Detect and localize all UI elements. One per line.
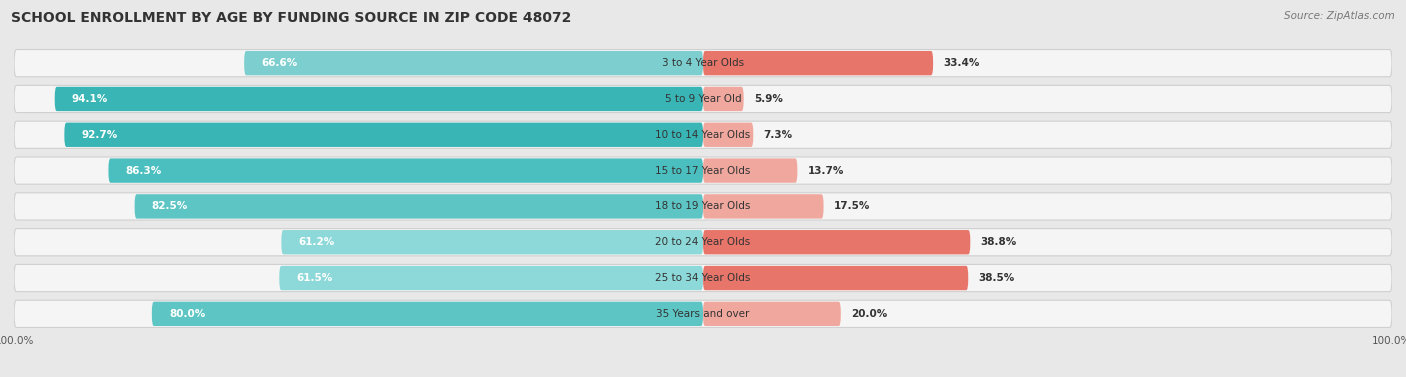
Text: 5.9%: 5.9%	[754, 94, 783, 104]
Text: 3 to 4 Year Olds: 3 to 4 Year Olds	[662, 58, 744, 68]
Text: 18 to 19 Year Olds: 18 to 19 Year Olds	[655, 201, 751, 211]
Text: 94.1%: 94.1%	[72, 94, 108, 104]
Text: 10 to 14 Year Olds: 10 to 14 Year Olds	[655, 130, 751, 140]
FancyBboxPatch shape	[14, 228, 1392, 256]
FancyBboxPatch shape	[280, 266, 703, 290]
Text: 25 to 34 Year Olds: 25 to 34 Year Olds	[655, 273, 751, 283]
Text: 20 to 24 Year Olds: 20 to 24 Year Olds	[655, 237, 751, 247]
Text: 17.5%: 17.5%	[834, 201, 870, 211]
Text: 13.7%: 13.7%	[807, 166, 844, 176]
Text: 86.3%: 86.3%	[125, 166, 162, 176]
FancyBboxPatch shape	[14, 193, 1392, 220]
FancyBboxPatch shape	[703, 123, 754, 147]
Text: 38.5%: 38.5%	[979, 273, 1015, 283]
Text: Source: ZipAtlas.com: Source: ZipAtlas.com	[1284, 11, 1395, 21]
Text: 66.6%: 66.6%	[262, 58, 298, 68]
FancyBboxPatch shape	[245, 51, 703, 75]
FancyBboxPatch shape	[152, 302, 703, 326]
FancyBboxPatch shape	[703, 266, 969, 290]
FancyBboxPatch shape	[703, 51, 934, 75]
FancyBboxPatch shape	[703, 194, 824, 219]
FancyBboxPatch shape	[14, 157, 1392, 184]
Text: 35 Years and over: 35 Years and over	[657, 309, 749, 319]
Text: 80.0%: 80.0%	[169, 309, 205, 319]
Text: 61.2%: 61.2%	[298, 237, 335, 247]
FancyBboxPatch shape	[703, 158, 797, 183]
FancyBboxPatch shape	[14, 49, 1392, 77]
FancyBboxPatch shape	[703, 230, 970, 254]
FancyBboxPatch shape	[281, 230, 703, 254]
Text: 15 to 17 Year Olds: 15 to 17 Year Olds	[655, 166, 751, 176]
Text: 5 to 9 Year Old: 5 to 9 Year Old	[665, 94, 741, 104]
Text: SCHOOL ENROLLMENT BY AGE BY FUNDING SOURCE IN ZIP CODE 48072: SCHOOL ENROLLMENT BY AGE BY FUNDING SOUR…	[11, 11, 572, 25]
FancyBboxPatch shape	[65, 123, 703, 147]
FancyBboxPatch shape	[703, 302, 841, 326]
FancyBboxPatch shape	[14, 121, 1392, 149]
FancyBboxPatch shape	[14, 300, 1392, 328]
Text: 92.7%: 92.7%	[82, 130, 118, 140]
Text: 38.8%: 38.8%	[980, 237, 1017, 247]
FancyBboxPatch shape	[703, 87, 744, 111]
Text: 82.5%: 82.5%	[152, 201, 188, 211]
Text: 33.4%: 33.4%	[943, 58, 980, 68]
Text: 7.3%: 7.3%	[763, 130, 793, 140]
FancyBboxPatch shape	[135, 194, 703, 219]
FancyBboxPatch shape	[108, 158, 703, 183]
FancyBboxPatch shape	[14, 85, 1392, 113]
FancyBboxPatch shape	[14, 264, 1392, 292]
FancyBboxPatch shape	[55, 87, 703, 111]
Text: 61.5%: 61.5%	[297, 273, 333, 283]
Text: 20.0%: 20.0%	[851, 309, 887, 319]
